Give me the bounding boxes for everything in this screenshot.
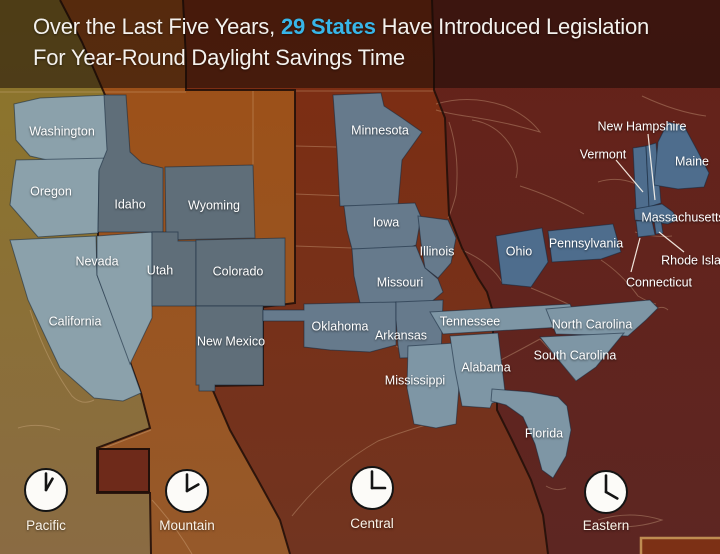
state-label-alabama: Alabama: [461, 360, 510, 374]
state-shape-rhode-island: [653, 219, 664, 235]
clock-hour-hand-eastern: [604, 490, 619, 500]
state-label-utah: Utah: [147, 263, 173, 277]
faint-border-lines-2: [447, 121, 458, 219]
state-shape-connecticut: [635, 220, 656, 238]
leader-line-vermont: [615, 159, 644, 193]
clock-hour-hand-mountain: [185, 483, 200, 493]
state-label-rhode-island: Rhode Island: [661, 253, 720, 267]
state-label-south-carolina: South Carolina: [534, 348, 617, 362]
state-label-florida: Florida: [525, 426, 563, 440]
state-label-mississippi: Mississippi: [385, 373, 445, 387]
state-shape-pennsylvania: [547, 223, 622, 263]
faint-border-lines-0: [0, 90, 434, 93]
state-label-pennsylvania: Pennsylvania: [549, 236, 623, 250]
state-label-massachusetts: Massachusetts: [641, 210, 720, 224]
state-label-washington: Washington: [29, 124, 95, 138]
clock-pacific: [24, 468, 68, 512]
state-label-minnesota: Minnesota: [351, 123, 409, 137]
state-label-maine: Maine: [675, 154, 709, 168]
state-shape-idaho: [97, 94, 164, 233]
state-shape-new-mexico: [195, 305, 264, 392]
state-label-colorado: Colorado: [213, 264, 264, 278]
state-shape-ohio: [495, 227, 549, 288]
leader-line-rhode-island: [658, 231, 685, 253]
timezone-boundary-line-2: [431, 0, 549, 554]
state-label-missouri: Missouri: [377, 275, 424, 289]
inset-box: [639, 536, 720, 554]
state-label-connecticut: Connecticut: [626, 275, 693, 289]
faint-border-lines-1: [435, 98, 542, 133]
state-label-new-hampshire: New Hampshire: [598, 119, 687, 133]
title-line1-prefix: Over the Last Five Years,: [33, 14, 281, 39]
state-shape-illinois: [417, 215, 457, 279]
state-label-arkansas: Arkansas: [375, 328, 427, 342]
clock-mountain: [165, 469, 209, 513]
state-shape-wyoming: [164, 164, 256, 241]
state-shape-florida: [490, 388, 572, 479]
state-label-idaho: Idaho: [114, 197, 145, 211]
state-label-illinois: Illinois: [420, 244, 455, 258]
state-shape-massachusetts: [633, 203, 678, 225]
state-label-oregon: Oregon: [30, 184, 72, 198]
state-label-oklahoma: Oklahoma: [312, 319, 369, 333]
state-shape-south-carolina: [538, 332, 626, 382]
timezone-label-central: Central: [350, 516, 394, 531]
state-label-new-mexico: New Mexico: [197, 334, 265, 348]
state-label-wyoming: Wyoming: [188, 198, 240, 212]
clock-eastern: [584, 470, 628, 514]
clock-central: [350, 466, 394, 510]
timezone-label-eastern: Eastern: [583, 518, 630, 533]
leader-line-connecticut: [630, 237, 641, 273]
state-label-tennessee: Tennessee: [440, 314, 501, 328]
state-shape-nevada: [96, 231, 153, 366]
state-shape-maine: [653, 121, 710, 190]
state-shape-colorado: [195, 237, 286, 307]
state-label-north-carolina: North Carolina: [552, 317, 633, 331]
clock-hour-hand-pacific: [44, 477, 54, 492]
title-line1: Over the Last Five Years, 29 States Have…: [33, 11, 720, 42]
title-highlight-29-states: 29 States: [280, 14, 376, 39]
title-line1-suffix: Have Introduced Legislation: [375, 14, 650, 39]
mexico-region-box: [97, 448, 150, 493]
faint-border-lines-7: [17, 309, 193, 554]
state-label-ohio: Ohio: [506, 244, 532, 258]
faint-border-lines-3: [471, 119, 637, 215]
state-label-iowa: Iowa: [373, 215, 399, 229]
state-shape-minnesota: [332, 92, 423, 207]
state-shape-missouri: [351, 245, 444, 304]
timezone-label-pacific: Pacific: [26, 518, 66, 533]
leader-line-new-hampshire: [647, 133, 656, 201]
state-label-nevada: Nevada: [75, 254, 118, 268]
header-banner: Over the Last Five Years, 29 States Have…: [0, 0, 720, 88]
faint-border-lines-4: [252, 91, 354, 249]
state-label-vermont: Vermont: [580, 147, 627, 161]
state-label-california: California: [49, 314, 102, 328]
title-line2: For Year-Round Daylight Savings Time: [33, 45, 405, 70]
state-shape-north-carolina: [545, 299, 659, 337]
timezone-label-mountain: Mountain: [159, 518, 215, 533]
state-shape-oklahoma: [262, 301, 397, 353]
